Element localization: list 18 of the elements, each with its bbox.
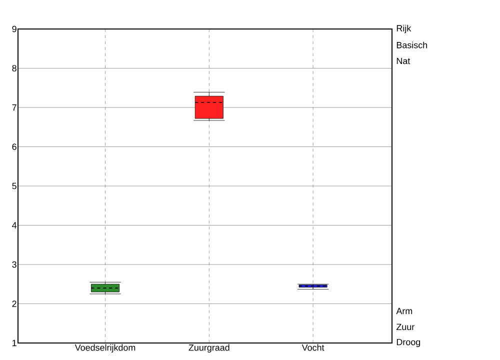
text: Arm bbox=[396, 308, 412, 314]
x-tick-label: Voedselrijkdom bbox=[74, 344, 136, 353]
x-tick-label: Vocht bbox=[302, 344, 324, 351]
y-tick-label: 1 bbox=[12, 340, 16, 346]
text: Rijk bbox=[396, 24, 412, 34]
text: Droog bbox=[396, 338, 420, 348]
x-tick-label: Zuurgraad bbox=[188, 344, 230, 353]
text: Zuur bbox=[396, 324, 414, 330]
y-tick-label: 8 bbox=[12, 65, 16, 72]
y-tick-label: 3 bbox=[12, 261, 16, 268]
y-tick-label: 5 bbox=[12, 182, 16, 190]
text: Nat bbox=[396, 58, 410, 64]
y-tick-label: 2 bbox=[12, 300, 16, 307]
y-tick-label: 7 bbox=[12, 104, 16, 111]
text: Basisch bbox=[396, 42, 428, 48]
y-tick-label: 9 bbox=[12, 26, 16, 32]
y-tick-label: 4 bbox=[12, 222, 17, 228]
y-tick-label: 6 bbox=[12, 144, 16, 150]
